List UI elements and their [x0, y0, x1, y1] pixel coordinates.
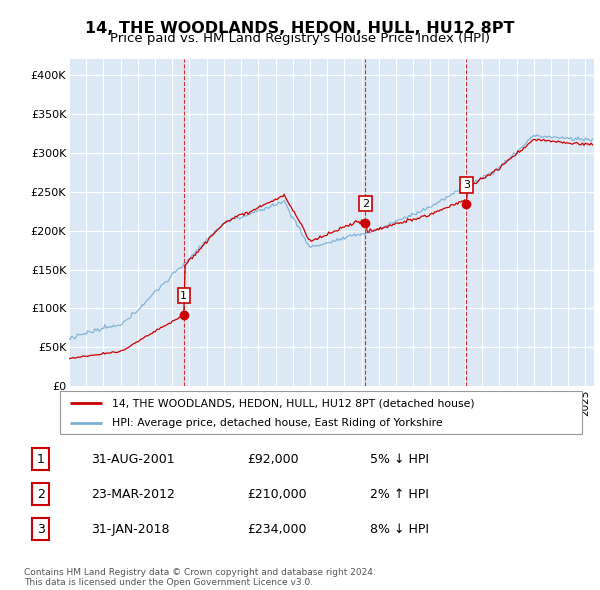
Text: 2% ↑ HPI: 2% ↑ HPI: [370, 487, 429, 501]
Text: 2: 2: [362, 199, 369, 209]
Text: 8% ↓ HPI: 8% ↓ HPI: [370, 523, 429, 536]
Text: 14, THE WOODLANDS, HEDON, HULL, HU12 8PT (detached house): 14, THE WOODLANDS, HEDON, HULL, HU12 8PT…: [112, 398, 475, 408]
Text: 5% ↓ HPI: 5% ↓ HPI: [370, 453, 429, 466]
Text: 3: 3: [37, 523, 44, 536]
Text: £210,000: £210,000: [247, 487, 307, 501]
Text: 3: 3: [463, 180, 470, 190]
Text: £234,000: £234,000: [247, 523, 307, 536]
Text: 2: 2: [37, 487, 44, 501]
Text: Contains HM Land Registry data © Crown copyright and database right 2024.
This d: Contains HM Land Registry data © Crown c…: [24, 568, 376, 587]
Text: Price paid vs. HM Land Registry's House Price Index (HPI): Price paid vs. HM Land Registry's House …: [110, 32, 490, 45]
Text: £92,000: £92,000: [247, 453, 299, 466]
FancyBboxPatch shape: [60, 391, 582, 434]
Text: HPI: Average price, detached house, East Riding of Yorkshire: HPI: Average price, detached house, East…: [112, 418, 443, 428]
Text: 31-JAN-2018: 31-JAN-2018: [91, 523, 169, 536]
Text: 31-AUG-2001: 31-AUG-2001: [91, 453, 175, 466]
Text: 14, THE WOODLANDS, HEDON, HULL, HU12 8PT: 14, THE WOODLANDS, HEDON, HULL, HU12 8PT: [85, 21, 515, 35]
Text: 23-MAR-2012: 23-MAR-2012: [91, 487, 175, 501]
Text: 1: 1: [37, 453, 44, 466]
Text: 1: 1: [181, 291, 187, 301]
